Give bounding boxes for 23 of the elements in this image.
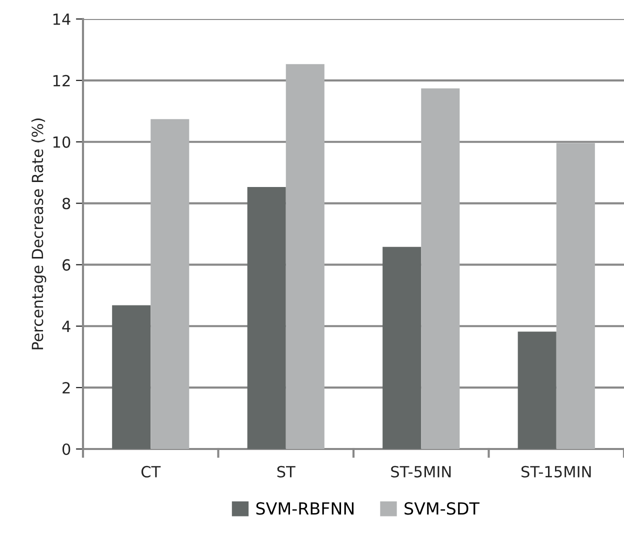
y-tick-label: 12 [53, 74, 70, 86]
bar [150, 119, 190, 449]
legend-label: SVM-RBFNN [256, 502, 354, 515]
bar [112, 305, 151, 449]
x-tick-label: ST [277, 466, 296, 478]
bar [556, 143, 595, 449]
y-tick-label: 4 [62, 320, 70, 332]
bar [247, 187, 286, 449]
y-tick-label: 8 [62, 198, 70, 210]
x-tick-label: ST-5MIN [391, 466, 451, 478]
y-tick-label: 14 [53, 14, 70, 25]
y-axis-title: Percentage Decrease Rate (%) [31, 118, 46, 350]
x-tick-label: ST-15MIN [522, 466, 591, 478]
y-tick-label: 10 [53, 136, 70, 148]
legend-label: SVM-SDT [404, 502, 480, 515]
y-tick-label: 2 [62, 382, 70, 394]
y-tick-label: 0 [62, 443, 70, 456]
bar [382, 246, 422, 449]
y-tick-label: 6 [62, 259, 70, 271]
x-tick-label: CT [141, 466, 161, 478]
bar [518, 332, 556, 449]
bar [286, 64, 324, 449]
bar [421, 88, 460, 449]
